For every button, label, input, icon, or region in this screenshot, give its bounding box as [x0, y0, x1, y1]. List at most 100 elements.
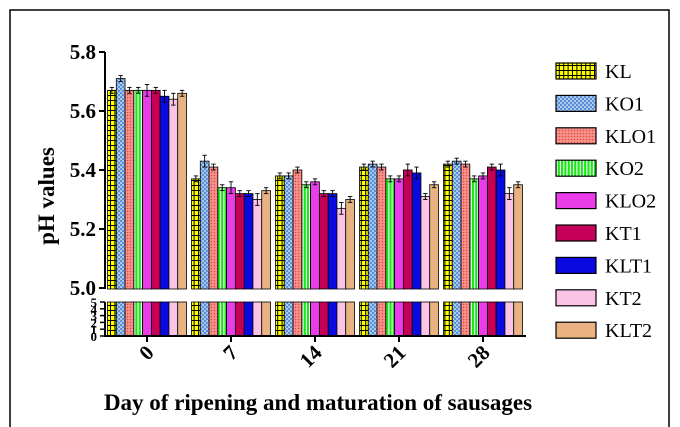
legend: KL KO1 KLO1 KO2 KLO2 KT1 KLT1 KT2 KLT2: [555, 61, 656, 342]
error-bar-klt1-day-28: [498, 163, 503, 177]
bar-ko1-day-14: [283, 175, 294, 290]
legend-item-kt2: KT2: [555, 288, 642, 310]
bar-klt1-day-7: [243, 193, 254, 290]
legend-label: KT2: [605, 288, 642, 310]
bar-ko2-day-21: [385, 178, 396, 290]
legend-label: KLT1: [605, 255, 652, 277]
error-bar-klt2-day-0: [179, 89, 185, 97]
error-bar-klo1-day-21: [379, 163, 384, 171]
legend-label: KT1: [605, 223, 642, 245]
legend-swatch: [555, 62, 597, 80]
error-bar-klt2-day-7: [263, 187, 269, 195]
error-bar-kt2-day-21: [423, 193, 428, 200]
bar-lower-segment-klt1-day-7: [243, 301, 254, 337]
bar-klo2-day-7: [226, 187, 236, 290]
x-tick-label: 28: [463, 341, 495, 373]
error-bar-kl-day-21: [361, 163, 367, 171]
legend-swatch: [555, 321, 597, 339]
legend-label: KL: [605, 61, 632, 83]
error-bar-klo1-day-14: [295, 166, 300, 174]
bar-lower-segment-klo2-day-7: [226, 301, 236, 337]
bar-klo1-day-7: [208, 166, 219, 290]
bar-lower-segment-ko1-day-21: [367, 301, 378, 337]
error-bar-kt2-day-14: [339, 201, 344, 215]
x-tick-label: 7: [218, 341, 242, 365]
x-tick-label: 21: [379, 341, 411, 373]
y-tick-label-lower: 0: [91, 329, 98, 344]
error-bar-kt1-day-14: [321, 190, 326, 198]
error-bar-klo2-day-0: [144, 83, 150, 97]
error-bar-ko2-day-14: [304, 181, 309, 189]
error-bar-klt1-day-14: [330, 190, 335, 198]
bar-klo1-day-14: [292, 169, 303, 290]
error-bar-ko2-day-7: [220, 184, 225, 192]
bar-klt1-day-28: [495, 169, 506, 290]
error-bar-kl-day-28: [445, 160, 451, 168]
bar-lower-segment-ko2-day-7: [217, 301, 228, 337]
y-tick-label-lower: 4: [91, 302, 98, 317]
y-tick-label: 5.0: [70, 276, 96, 300]
error-bar-ko1-day-14: [286, 172, 291, 180]
legend-swatch: [555, 127, 597, 145]
error-bar-klo1-day-0: [127, 86, 132, 94]
bar-lower-segment-ko2-day-21: [385, 301, 396, 337]
error-bar-kt2-day-0: [171, 92, 176, 106]
bar-lower-segment-kt2-day-28: [504, 301, 515, 337]
bar-lower-segment-kt2-day-21: [420, 301, 431, 337]
error-bar-klt1-day-21: [414, 166, 419, 180]
legend-item-ko1: KO1: [555, 93, 644, 115]
bar-klt2-day-0: [177, 92, 187, 290]
legend-label: KO1: [605, 93, 644, 115]
bar-lower-segment-kt2-day-14: [336, 301, 347, 337]
bar-kt2-day-21: [420, 196, 431, 290]
bar-klo2-day-21: [394, 178, 404, 290]
bar-lower-segment-kl-day-21: [359, 301, 369, 337]
legend-label: KLT2: [605, 320, 652, 342]
y-tick-label: 5.6: [70, 99, 96, 123]
bar-lower-segment-klt2-day-14: [345, 301, 355, 337]
bar-lower-segment-ko1-day-7: [199, 301, 210, 337]
legend-label: KO2: [605, 158, 644, 180]
bar-lower-segment-ko1-day-28: [451, 301, 462, 337]
bar-kt2-day-28: [504, 193, 515, 290]
bar-kt1-day-28: [486, 166, 497, 290]
x-tick-label: 0: [134, 341, 158, 365]
bar-lower-segment-klt2-day-21: [429, 301, 439, 337]
bar-ko2-day-0: [133, 89, 144, 290]
bar-lower-segment-kl-day-14: [275, 301, 285, 337]
error-bar-kt2-day-28: [507, 187, 512, 200]
legend-swatch: [555, 256, 597, 274]
bar-kl-day-0: [107, 89, 117, 290]
legend-swatch: [555, 159, 597, 177]
error-bar-klo2-day-28: [480, 172, 486, 180]
bar-kt1-day-21: [402, 169, 413, 290]
error-bar-klt1-day-0: [162, 89, 167, 103]
error-bar-kt1-day-0: [153, 86, 158, 94]
bar-lower-segment-ko2-day-0: [133, 301, 144, 337]
bar-lower-segment-klt1-day-28: [495, 301, 506, 337]
bar-lower-segment-kl-day-7: [191, 301, 201, 337]
error-bar-ko1-day-28: [454, 157, 459, 165]
bar-ko1-day-28: [451, 160, 462, 290]
legend-label: KLO2: [605, 191, 656, 213]
bar-lower-segment-klt2-day-28: [513, 301, 523, 337]
legend-item-klt2: KLT2: [555, 320, 652, 342]
y-tick-label: 5.4: [70, 158, 97, 182]
bar-lower-segment-klo1-day-14: [292, 301, 303, 337]
bar-kt1-day-14: [318, 193, 329, 290]
legend-swatch: [555, 289, 597, 307]
bar-kl-day-7: [191, 178, 201, 290]
bar-lower-segment-klo2-day-14: [310, 301, 320, 337]
bar-ko2-day-7: [217, 187, 228, 290]
bar-klo2-day-0: [142, 89, 152, 290]
error-bar-klo1-day-28: [463, 160, 468, 168]
x-tick-label: 14: [295, 340, 327, 372]
bar-klt1-day-21: [411, 172, 422, 290]
legend-item-klo1: KLO1: [555, 126, 656, 148]
bar-kt1-day-0: [150, 89, 161, 290]
bar-lower-segment-klt1-day-0: [159, 301, 170, 337]
bar-lower-segment-kt2-day-7: [252, 301, 263, 337]
error-bar-klo2-day-7: [228, 181, 234, 195]
